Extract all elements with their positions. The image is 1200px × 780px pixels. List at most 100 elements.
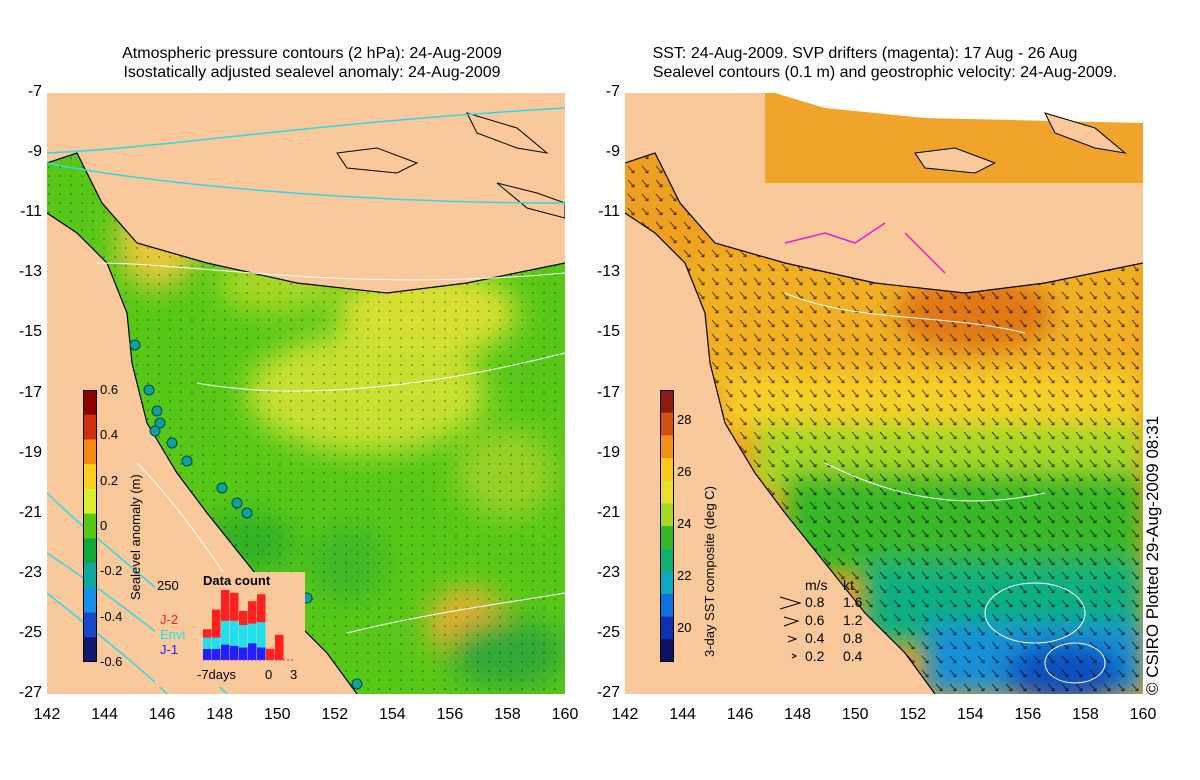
data-count-bar <box>266 648 275 660</box>
velocity-header-ms: m/s <box>805 577 828 593</box>
colorbar-swatch <box>83 538 97 564</box>
colorbar-swatch <box>660 503 674 527</box>
data-count-xlabel-start: -7days <box>197 667 237 682</box>
colorbar-swatch <box>83 488 97 515</box>
x-axis-label: 160 <box>551 706 579 723</box>
colorbar-tick-label: 0.4 <box>100 427 119 443</box>
data-count-xlabel-end: 3 <box>290 667 298 682</box>
velocity-arrows <box>779 596 802 659</box>
data-count-bar <box>212 648 221 660</box>
y-axis-label: -27 <box>18 684 42 701</box>
y-axis-label: -23 <box>596 563 620 581</box>
colorbar-tick-label: 0.6 <box>100 382 119 397</box>
data-count-bar <box>221 590 230 621</box>
legend-j2: J-2 <box>160 612 179 627</box>
colorbar-swatch <box>83 390 97 416</box>
left-title-line2: Isostatically adjusted sealevel anomaly:… <box>123 64 501 81</box>
data-count-max: 250 <box>157 578 179 593</box>
colorbar-swatch <box>660 639 674 662</box>
x-axis-label: 158 <box>1072 706 1099 723</box>
colorbar-swatch <box>660 616 674 640</box>
data-count-bar <box>248 643 257 660</box>
x-axis-label: 144 <box>669 706 696 723</box>
x-axis-label: 142 <box>33 706 61 723</box>
colorbar-swatch <box>660 526 674 550</box>
data-count-bar <box>257 594 266 623</box>
left-title-line1: Atmospheric pressure contours (2 hPa): 2… <box>122 45 502 62</box>
x-axis-label: 160 <box>1129 706 1157 723</box>
y-axis-label: -15 <box>18 323 42 341</box>
x-axis-label: 152 <box>899 706 927 723</box>
sst-map <box>625 93 1143 694</box>
data-count-bar <box>248 601 257 624</box>
right-title-line1: SST: 24-Aug-2009. SVP drifters (magenta)… <box>652 45 1078 62</box>
right-title-line2: Sealevel contours (0.1 m) and geostrophi… <box>652 64 1118 81</box>
x-axis-label: 150 <box>841 706 869 723</box>
y-axis-label: -25 <box>596 623 620 641</box>
colorbar-swatch <box>660 435 674 459</box>
colorbar-tick-label: 22 <box>677 568 692 583</box>
x-axis-label: 156 <box>1014 706 1042 723</box>
colorbar-tick-label: -0.2 <box>100 563 123 579</box>
y-axis-label: -17 <box>596 383 620 401</box>
legend-j1: J-1 <box>160 642 179 657</box>
data-count-bar <box>239 611 248 625</box>
data-count-inset: 250 Data count J-2 Envi J-1 -7days 0 3 <box>155 572 305 687</box>
y-axis-label: -25 <box>18 623 42 641</box>
velocity-row4-kt: 0.4 <box>843 648 863 664</box>
x-axis-label: 144 <box>91 706 118 723</box>
colorbar-tick-label: -0.4 <box>100 608 123 624</box>
colorbar-swatch <box>660 571 674 595</box>
x-axis-label: 148 <box>784 706 811 723</box>
velocity-row1-ms: 0.8 <box>805 594 825 610</box>
sst-colorbar-label: 3-day SST composite (deg C) <box>702 486 717 657</box>
x-axis-label: 154 <box>378 706 406 723</box>
colorbar-tick-label: 26 <box>677 464 692 479</box>
colorbar-swatch <box>660 390 674 414</box>
colorbar-swatch <box>660 548 674 572</box>
data-count-title: Data count <box>203 573 271 588</box>
y-axis-label: -7 <box>27 83 42 100</box>
data-count-bar <box>230 620 239 646</box>
y-axis-label: -15 <box>596 323 620 341</box>
velocity-row3-ms: 0.4 <box>805 630 825 646</box>
y-axis-label: -17 <box>18 383 42 401</box>
data-count-bar <box>257 622 266 648</box>
x-axis-label: 152 <box>321 706 349 723</box>
velocity-row2-kt: 1.2 <box>843 612 863 628</box>
colorbar-swatch <box>83 464 97 490</box>
x-axis-label: 150 <box>263 706 291 723</box>
data-count-xlabel-zero: 0 <box>265 667 273 682</box>
data-count-bar <box>212 609 221 638</box>
colorbar-tick-label: 0.2 <box>100 472 119 488</box>
y-axis-label: -13 <box>596 263 620 281</box>
y-axis-label: -27 <box>596 684 620 701</box>
colorbar-swatch <box>83 612 97 638</box>
sealevel-colorbar-label: Sealevel anomaly (m) <box>128 474 143 600</box>
y-axis-label: -19 <box>596 443 620 461</box>
data-count-bar <box>239 625 248 648</box>
x-axis-label: 146 <box>148 706 176 723</box>
y-axis-label: -9 <box>27 143 42 161</box>
data-count-chart <box>203 590 293 661</box>
x-axis-label: 156 <box>436 706 464 723</box>
y-axis-label: -9 <box>605 143 620 161</box>
colorbar-swatch <box>83 513 97 539</box>
y-axis-label: -19 <box>18 443 42 461</box>
velocity-row1-kt: 1.6 <box>843 594 863 610</box>
x-axis-label: 148 <box>206 706 233 723</box>
y-axis-label: -21 <box>596 503 620 521</box>
x-axis-label: 154 <box>956 706 984 723</box>
colorbar-swatch <box>83 563 97 589</box>
colorbar-tick-label: 0 <box>100 518 108 533</box>
x-axis-label: 142 <box>611 706 639 723</box>
data-count-bar <box>257 647 266 660</box>
colorbar-swatch <box>83 637 97 662</box>
colorbar-swatch <box>660 412 674 436</box>
colorbar-swatch <box>660 458 674 482</box>
data-count-bar <box>230 592 239 621</box>
colorbar-swatch <box>83 587 97 614</box>
colorbar-swatch <box>83 414 97 440</box>
x-axis-label: 158 <box>494 706 521 723</box>
colorbar-swatch <box>83 439 97 465</box>
